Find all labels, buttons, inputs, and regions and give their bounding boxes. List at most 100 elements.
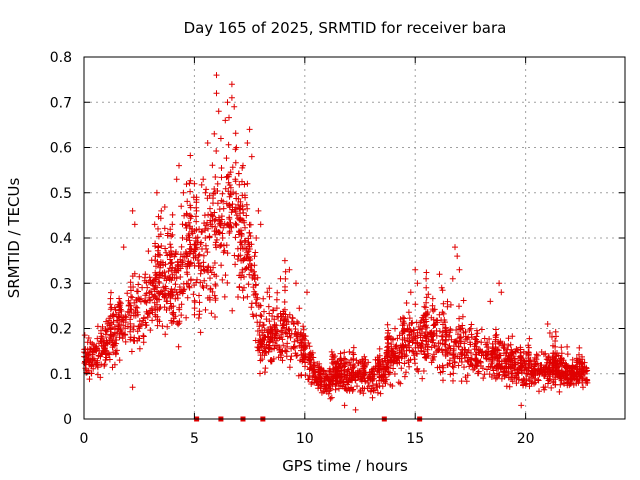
data-point [87,357,94,364]
data-point [157,289,164,296]
data-point [439,309,446,316]
data-point [370,382,376,389]
data-point [194,276,200,283]
data-point [375,367,382,374]
data-point [211,217,218,224]
data-point [195,315,202,321]
data-point [443,337,450,344]
data-point [384,321,391,328]
data-point [468,361,475,367]
data-point [330,378,337,385]
data-point [457,334,464,341]
data-point [236,284,243,291]
data-point [545,380,551,387]
data-point [249,311,256,318]
data-point [295,320,302,327]
data-point [360,390,367,397]
x-axis-label: GPS time / hours [282,457,408,475]
data-point [526,360,533,367]
data-point [183,181,190,188]
data-point [513,380,520,387]
data-point [406,363,413,370]
data-point [168,259,174,266]
data-point [274,335,281,342]
data-point [177,289,183,296]
data-point [332,386,339,393]
data-point [140,332,147,339]
data-point [442,351,449,358]
data-point [167,241,174,248]
data-point [406,315,413,322]
data-point [434,319,441,326]
data-point [184,261,191,267]
data-point [485,363,492,370]
data-point [231,103,238,110]
data-point [473,362,480,369]
data-point [149,317,156,324]
data-point [175,321,182,328]
data-point [406,328,412,335]
data-point [149,291,155,298]
data-point [92,347,99,354]
data-point [423,318,430,325]
data-point [273,330,280,337]
data-point [360,362,367,368]
y-tick-label: 0.8 [50,50,72,66]
data-point [247,256,254,262]
data-point [213,72,220,79]
x-tick-labels: 0 5 10 15 20 [80,431,535,447]
data-point [370,365,377,372]
data-point [169,310,176,316]
data-point [341,363,348,370]
data-point [505,335,512,342]
data-point [465,334,472,341]
data-point [212,297,219,304]
data-point [101,362,108,369]
data-point [478,339,485,346]
data-point [456,335,463,342]
data-point [311,373,318,380]
data-point [155,225,161,232]
data-point [206,294,213,301]
data-point [257,370,263,377]
data-point [553,371,560,378]
data-point [430,322,437,329]
data-point [525,376,532,382]
data-point [316,381,323,388]
data-point [229,206,236,213]
data-point [237,216,244,223]
y-tick-label: 0.5 [50,186,72,202]
data-point [505,352,512,359]
data-point [439,362,446,369]
data-point [86,361,93,368]
data-point [222,185,229,192]
data-point [373,384,380,391]
data-point [401,315,408,322]
data-point [174,262,181,269]
data-point [225,141,232,148]
data-point [447,371,454,378]
data-point [232,178,239,185]
data-point [437,340,444,347]
data-point [484,339,491,346]
data-point [265,303,272,310]
data-point [212,314,218,320]
data-point [579,372,585,379]
data-point [569,356,576,363]
data-point [107,325,114,331]
data-point [110,331,116,338]
data-point [196,311,203,318]
data-point [187,204,194,211]
data-point [376,373,383,380]
data-point [134,328,141,335]
data-point [249,274,256,281]
data-point [381,365,388,372]
data-point [246,271,253,278]
data-point [308,351,315,358]
data-point [169,289,176,296]
data-point [239,287,246,294]
data-point [549,333,555,340]
data-point [198,181,205,188]
data-point [187,246,194,253]
data-point [168,320,175,326]
